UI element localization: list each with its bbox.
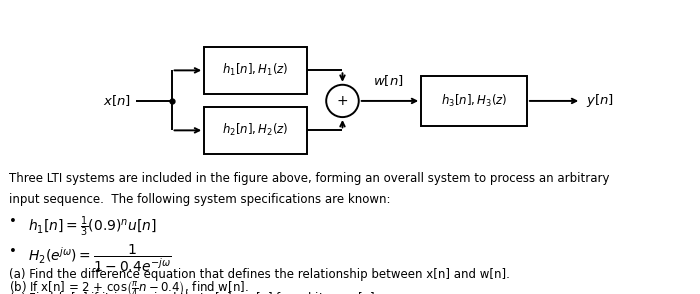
Text: •: • bbox=[9, 215, 17, 228]
Text: $H_2(e^{j\omega}) = \dfrac{1}{1-0.4e^{-j\omega}}$: $H_2(e^{j\omega}) = \dfrac{1}{1-0.4e^{-j… bbox=[28, 243, 172, 274]
Bar bbox=[421, 76, 527, 126]
Text: $h_3[n], H_3(z)$: $h_3[n], H_3(z)$ bbox=[441, 93, 508, 109]
Text: Three LTI systems are included in the figure above, forming an overall system to: Three LTI systems are included in the fi… bbox=[9, 172, 610, 185]
Text: $h_1[n] = \frac{1}{3}(0.9)^n u[n]$: $h_1[n] = \frac{1}{3}(0.9)^n u[n]$ bbox=[28, 215, 157, 239]
Text: $y[n]$: $y[n]$ bbox=[586, 92, 614, 109]
Text: (a) Find the difference equation that defines the relationship between x[n] and : (a) Find the difference equation that de… bbox=[9, 268, 510, 280]
Text: input sequence.  The following system specifications are known:: input sequence. The following system spe… bbox=[9, 193, 391, 206]
Bar bbox=[204, 107, 307, 154]
Text: $h_2[n], H_2(z)$: $h_2[n], H_2(z)$ bbox=[223, 122, 289, 138]
Text: •: • bbox=[9, 245, 17, 258]
Bar bbox=[204, 46, 307, 94]
Text: (b) If x[n] = 2 + cos$\left(\frac{\pi}{4}n - 0.4\right)$, find w[n].: (b) If x[n] = 2 + cos$\left(\frac{\pi}{4… bbox=[9, 279, 248, 294]
Text: (c) Find $h_3[n]$ if it is required that y[n] = x[n] for arbitrary x[n].: (c) Find $h_3[n]$ if it is required that… bbox=[9, 290, 379, 294]
Text: $w[n]$: $w[n]$ bbox=[373, 73, 404, 88]
Text: $x[n]$: $x[n]$ bbox=[104, 93, 132, 108]
Text: $+$: $+$ bbox=[337, 94, 349, 108]
Ellipse shape bbox=[326, 85, 358, 117]
Text: $h_1[n], H_1(z)$: $h_1[n], H_1(z)$ bbox=[223, 62, 289, 78]
